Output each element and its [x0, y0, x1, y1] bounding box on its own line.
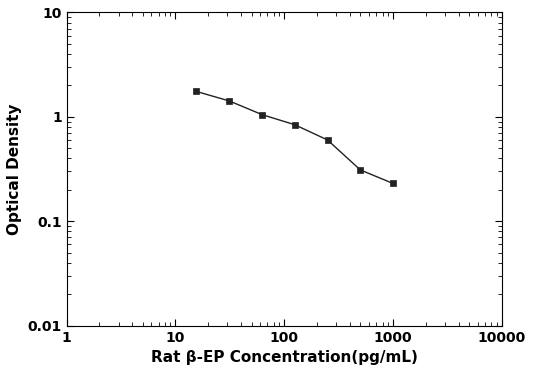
Y-axis label: Optical Density: Optical Density [7, 103, 22, 235]
X-axis label: Rat β-EP Concentration(pg/mL): Rat β-EP Concentration(pg/mL) [151, 350, 418, 365]
